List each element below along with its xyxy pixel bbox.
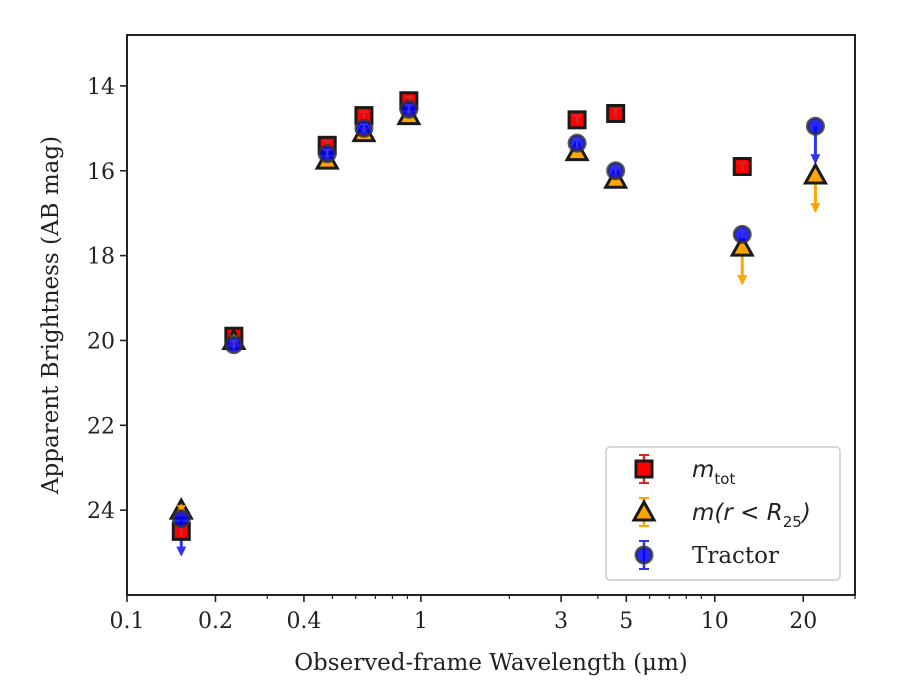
legend-square-marker bbox=[634, 459, 654, 479]
legend-label: Tractor bbox=[692, 543, 779, 569]
upper-limit-arrow-head bbox=[810, 203, 821, 213]
x-tick-label: 3 bbox=[554, 609, 568, 634]
legend-label-suffix: ) bbox=[800, 500, 811, 526]
triangle-point bbox=[729, 234, 755, 257]
legend-circle-marker bbox=[634, 545, 654, 565]
legend: mtot m(r < R25) Tractor bbox=[605, 446, 841, 581]
y-tick-label: 18 bbox=[87, 245, 115, 270]
legend-label-sub: 25 bbox=[783, 513, 802, 531]
triangle-point bbox=[802, 161, 828, 185]
x-axis-label: Observed-frame Wavelength (μm) bbox=[294, 650, 688, 676]
legend-triangle-marker bbox=[631, 498, 657, 522]
x-tick-label: 0.4 bbox=[286, 609, 321, 634]
upper-limit-arrow-head bbox=[176, 546, 187, 557]
x-tick-label: 0.2 bbox=[198, 609, 233, 634]
y-tick-label: 24 bbox=[87, 499, 115, 524]
legend-label-main: m(r < R bbox=[692, 500, 783, 526]
plot-area bbox=[168, 91, 828, 557]
legend-label-sub: tot bbox=[714, 470, 735, 488]
y-tick-label: 16 bbox=[87, 160, 115, 185]
axes-frame bbox=[126, 34, 856, 596]
legend-label-main: m bbox=[692, 457, 714, 483]
legend-label-main: Tractor bbox=[692, 543, 779, 569]
upper-limit-arrow-head bbox=[810, 154, 821, 165]
x-tick-label: 5 bbox=[619, 609, 633, 634]
y-tick-label: 14 bbox=[87, 75, 115, 100]
upper-limit-arrow-head bbox=[737, 275, 748, 286]
y-tick-label: 20 bbox=[87, 329, 115, 354]
axis-ticks: 0.1 0.2 0.4 1 3 5 10 20 14 16 18 20 22 24 bbox=[87, 75, 856, 634]
y-tick-label: 22 bbox=[87, 414, 115, 439]
legend-box bbox=[605, 446, 841, 581]
legend-label: m(r < R25) bbox=[692, 500, 811, 531]
series-circle bbox=[171, 99, 825, 529]
x-tick-label: 0.1 bbox=[110, 609, 145, 634]
x-tick-label: 10 bbox=[701, 609, 729, 634]
circle-point bbox=[805, 116, 825, 136]
x-tick-label: 20 bbox=[789, 609, 817, 634]
circle-point bbox=[171, 509, 191, 529]
legend-label: mtot bbox=[692, 457, 735, 488]
x-tick-label: 1 bbox=[414, 609, 428, 634]
y-axis-label: Apparent Brightness (AB mag) bbox=[38, 136, 64, 495]
